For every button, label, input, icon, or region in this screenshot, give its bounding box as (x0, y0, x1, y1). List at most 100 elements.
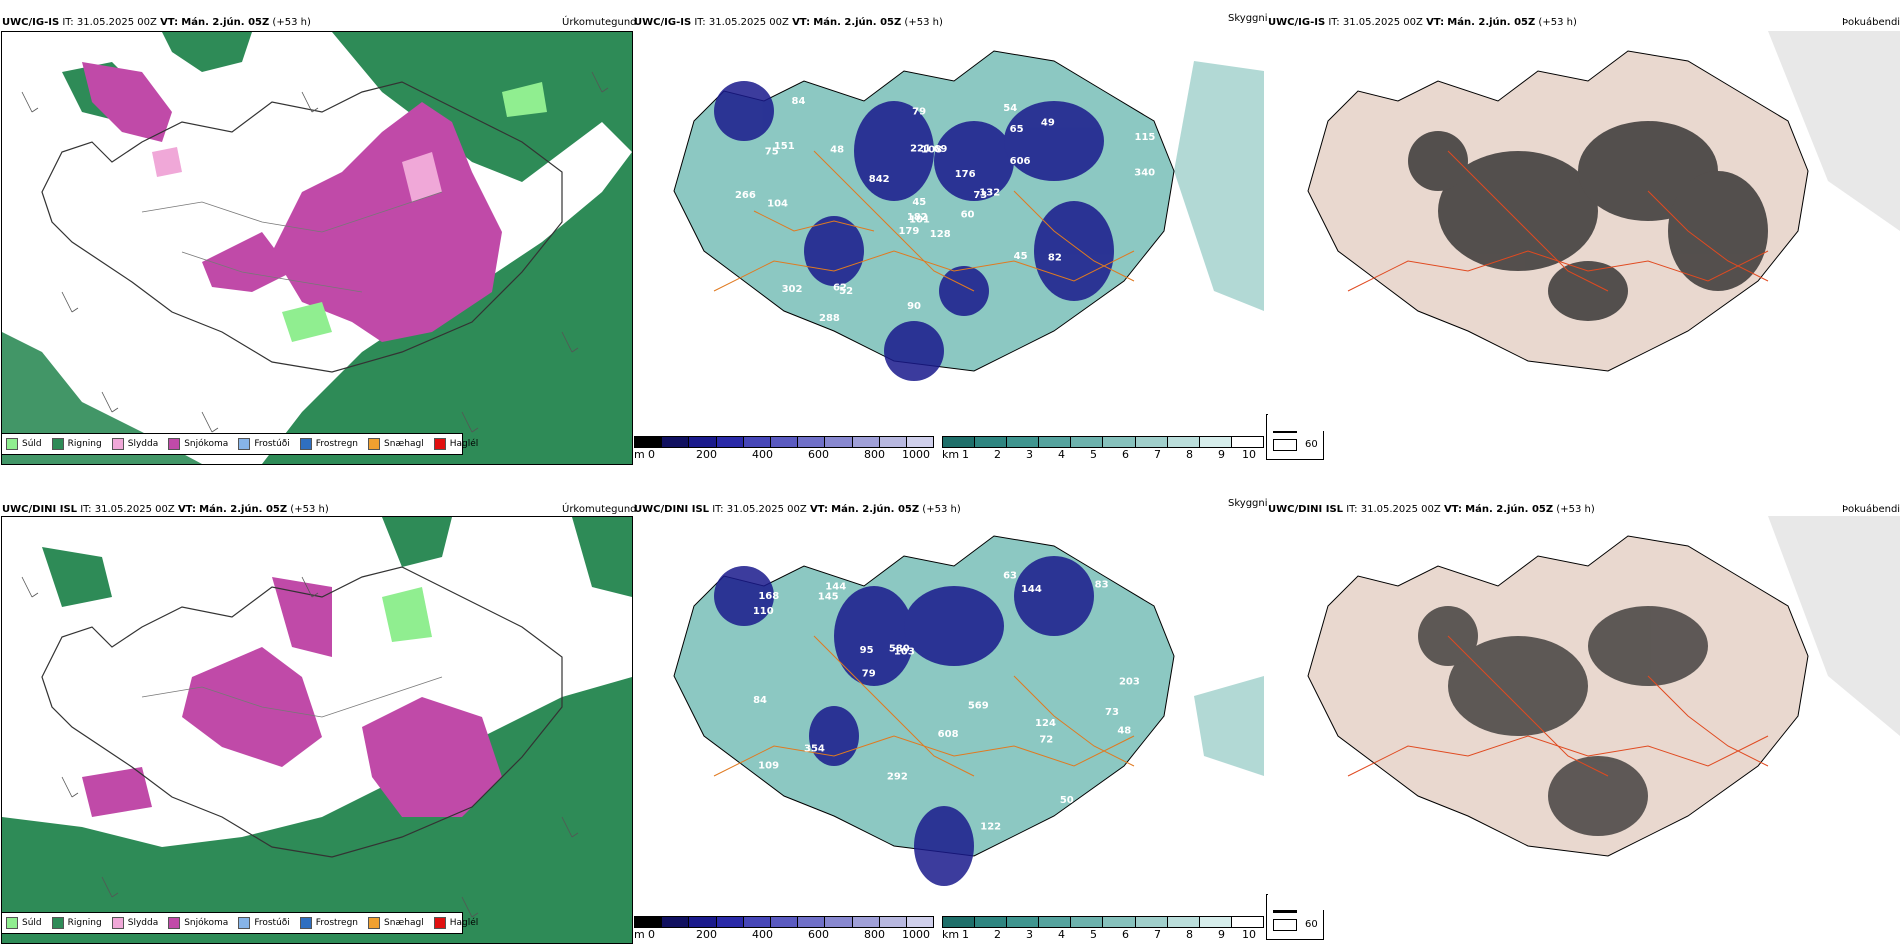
cloud-base-label: 72 (1039, 735, 1053, 746)
it-label: IT: (1346, 504, 1358, 515)
lead-time: (+53 h) (904, 17, 943, 28)
vis-tick: 4 (1058, 928, 1065, 941)
legend-label: Rigning (67, 918, 102, 928)
colorbar-segment (1135, 917, 1168, 927)
legend-item: Haglél (433, 438, 478, 450)
legend-swatch (111, 917, 124, 929)
cloud-base-label: 110 (753, 606, 774, 617)
cloud-base-label: 108 (921, 144, 942, 155)
colorbar-segment (716, 437, 744, 447)
vis-tick: 2 (994, 928, 1001, 941)
vis-tick: 8 (1186, 928, 1193, 941)
cloud-base-label: 145 (818, 592, 839, 603)
row2-fog-title: Þokuábendi (1842, 504, 1900, 515)
legend-item: Slydda (111, 917, 159, 929)
it-label: IT: (694, 17, 706, 28)
cloud-base-label: 122 (980, 821, 1001, 832)
cloud-base-label: 69 (933, 144, 947, 155)
colorbar-segment (1199, 917, 1232, 927)
height-tick: 400 (752, 448, 773, 461)
cloud-base-label: 45 (912, 197, 926, 208)
row1-precip-header: UWC/IG-IS IT: 31.05.2025 00Z VT: Mán. 2.… (2, 17, 311, 29)
vis-tick: 1 (962, 448, 969, 461)
legend-swatch (168, 917, 181, 929)
cloud-base-label: 104 (767, 198, 788, 209)
cloud-base-label: 63 (1003, 571, 1017, 582)
colorbar-segment (975, 437, 1008, 447)
it-label: IT: (62, 17, 74, 28)
colorbar-segment (1039, 437, 1072, 447)
colorbar-segment (906, 437, 934, 447)
fog-map-graphic (1268, 31, 1900, 431)
row1-precip-legend: Súld Rigning Slydda Snjókoma Frostúði Fr… (1, 433, 478, 455)
colorbar-segment (825, 917, 853, 927)
legend-swatch (433, 438, 446, 450)
colorbar-segment (635, 917, 663, 927)
cloud-base-label: 221 (910, 143, 931, 154)
row2-cloud-map: 124 73 72 144 103 50 109 144 95 122 110 84 168 231 292… (634, 516, 1264, 910)
row1-fog-header: UWC/IG-IS IT: 31.05.2025 00Z VT: Mán. 2.… (1268, 17, 1577, 29)
legend-item: Súld (6, 438, 42, 450)
cloud-base-label: 606 (1010, 156, 1031, 167)
colorbar-segment (852, 437, 880, 447)
legend-item: Snjókoma (168, 438, 228, 450)
precip-map-graphic (2, 32, 632, 464)
it-value: 31.05.2025 00Z (708, 17, 789, 28)
it-label: IT: (1328, 17, 1340, 28)
it-label: IT: (80, 504, 92, 515)
colorbar-segment (943, 917, 976, 927)
it-label: IT: (712, 504, 724, 515)
colorbar-segment (770, 917, 799, 927)
colorbar-segment (1007, 917, 1040, 927)
lead-time: (+53 h) (922, 504, 961, 515)
cloud-base-label: 45 (1014, 251, 1028, 262)
it-value: 31.05.2025 00Z (94, 504, 175, 515)
cloud-base-label: 54 (1003, 103, 1017, 114)
colorbar-segment (1103, 437, 1136, 447)
legend-item: Frostregn (299, 917, 358, 929)
legend-label: Súld (22, 439, 42, 449)
lead-time: (+53 h) (272, 17, 311, 28)
legend-item: Snæhagl (368, 917, 424, 929)
row2-fog-map (1268, 516, 1900, 910)
row2-vis-colorbar: km 1 2 3 4 5 6 7 8 9 10 (942, 916, 1264, 946)
vt-value: Mán. 2.jún. 05Z (813, 17, 902, 28)
colorbar-segment (798, 437, 826, 447)
colorbar-segment (635, 437, 663, 447)
cloud-base-label: 231 (1116, 799, 1137, 810)
colorbar-segment (689, 437, 717, 447)
fog-map-graphic (1268, 516, 1900, 910)
colorbar-segment (1199, 437, 1232, 447)
colorbar-segment (798, 917, 826, 927)
height-tick: 200 (696, 928, 717, 941)
row1-precip-title: Úrkomutegund (562, 17, 637, 28)
legend-label: Slydda (127, 918, 159, 928)
colorbar-segment (662, 917, 690, 927)
height-tick: 600 (808, 928, 829, 941)
vis-tick: 10 (1242, 928, 1256, 941)
row1-fog-map (1268, 31, 1900, 431)
cloud-base-label: 287 (749, 324, 770, 335)
colorbar-segment (1167, 437, 1200, 447)
vt-value: Mán. 2.jún. 05Z (181, 17, 270, 28)
fog-label-white: 60 (1305, 439, 1318, 450)
colorbar-segment (879, 437, 907, 447)
legend-item: Frostregn (299, 438, 358, 450)
vt-label: VT: (160, 17, 179, 28)
colorbar-segment (770, 437, 799, 447)
colorbar-segment (879, 917, 907, 927)
cloud-base-label: 101 (909, 215, 930, 226)
row2-precip-map (1, 516, 633, 944)
vt-value: Mán. 2.jún. 05Z (1465, 504, 1554, 515)
cloud-base-label: 354 (804, 743, 825, 754)
legend-swatch (299, 438, 312, 450)
vis-tick: 7 (1154, 448, 1161, 461)
cloud-base-label: 288 (819, 313, 840, 324)
it-value: 31.05.2025 00Z (726, 504, 807, 515)
vis-bar (942, 436, 1264, 448)
colorbar-segment (1135, 437, 1168, 447)
height-tick: 0 (648, 448, 655, 461)
legend-label: Haglél (449, 918, 479, 928)
cloud-base-label: 144 (825, 581, 846, 592)
legend-swatch (168, 438, 181, 450)
